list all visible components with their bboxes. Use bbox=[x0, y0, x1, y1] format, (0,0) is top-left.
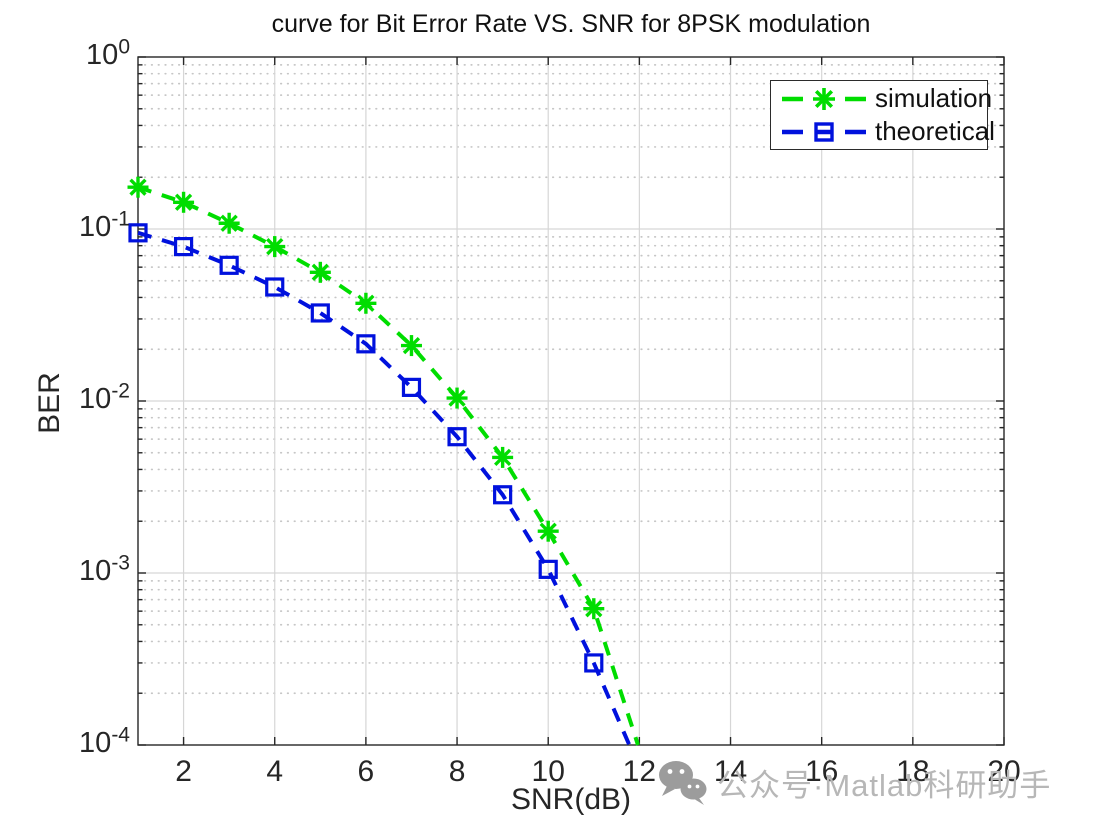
marker-asterisk-simulation bbox=[400, 335, 422, 357]
x-tick-label-16: 16 bbox=[804, 755, 839, 788]
marker-square-theoretical bbox=[265, 277, 285, 297]
x-tick-label-10: 10 bbox=[531, 755, 565, 788]
legend-item-simulation: simulation bbox=[779, 83, 992, 114]
x-tick-label-14: 14 bbox=[713, 755, 748, 788]
marker-asterisk-simulation bbox=[173, 191, 195, 213]
x-tick-label-20: 20 bbox=[987, 755, 1021, 788]
marker-asterisk-simulation bbox=[309, 261, 331, 283]
marker-square-theoretical bbox=[128, 223, 148, 243]
y-tick-label-1e0: 100 bbox=[86, 35, 130, 72]
marker-square-theoretical bbox=[173, 237, 194, 257]
x-axis-label: SNR(dB) bbox=[510, 783, 631, 816]
marker-square-theoretical bbox=[310, 303, 330, 323]
marker-square-theoretical bbox=[401, 377, 422, 397]
marker-square-theoretical bbox=[538, 559, 558, 579]
y-tick-label-1e-4: 10-4 bbox=[79, 723, 130, 760]
marker-asterisk-simulation bbox=[583, 598, 605, 620]
y-axis-label: BER bbox=[33, 372, 66, 434]
marker-asterisk-simulation bbox=[127, 176, 149, 198]
x-tick-label-18: 18 bbox=[896, 755, 930, 788]
chart-title: curve for Bit Error Rate VS. SNR for 8PS… bbox=[271, 10, 871, 38]
marker-asterisk-simulation bbox=[264, 236, 286, 258]
y-tick-label-1e-2: 10-2 bbox=[79, 379, 130, 416]
marker-asterisk-simulation bbox=[446, 387, 468, 409]
marker-square-theoretical bbox=[584, 653, 604, 673]
marker-square-theoretical bbox=[219, 255, 239, 275]
marker-asterisk-simulation bbox=[492, 446, 514, 468]
marker-asterisk-simulation bbox=[218, 212, 240, 234]
legend-label-simulation: simulation bbox=[875, 83, 993, 113]
x-tick-label-8: 8 bbox=[448, 755, 466, 788]
legend-item-theoretical: theoretical bbox=[779, 116, 995, 147]
y-tick-label-1e-1: 10-1 bbox=[79, 207, 130, 244]
legend-label-theoretical: theoretical bbox=[875, 116, 995, 146]
legend-swatch-theoretical bbox=[782, 121, 866, 142]
marker-asterisk-simulation bbox=[537, 520, 559, 542]
y-tick-label-1e-3: 10-3 bbox=[79, 551, 130, 588]
watermark: 公众号·Matlab科研助手 bbox=[656, 758, 1051, 806]
marker-square-theoretical bbox=[493, 485, 513, 505]
wechat-icon bbox=[659, 761, 707, 805]
marker-square-theoretical bbox=[447, 427, 467, 447]
legend-swatch-simulation bbox=[782, 87, 866, 110]
watermark-text: 公众号·Matlab科研助手 bbox=[717, 767, 1052, 803]
series-line-simulation bbox=[137, 185, 640, 746]
x-tick-label-12: 12 bbox=[622, 755, 657, 788]
x-tick-label-4: 4 bbox=[266, 755, 284, 788]
legend: simulation theoretical bbox=[770, 80, 995, 150]
marker-asterisk-simulation bbox=[355, 292, 377, 314]
x-tick-label-2: 2 bbox=[175, 755, 192, 788]
x-tick-label-6: 6 bbox=[357, 755, 375, 788]
marker-square-theoretical bbox=[356, 334, 376, 354]
